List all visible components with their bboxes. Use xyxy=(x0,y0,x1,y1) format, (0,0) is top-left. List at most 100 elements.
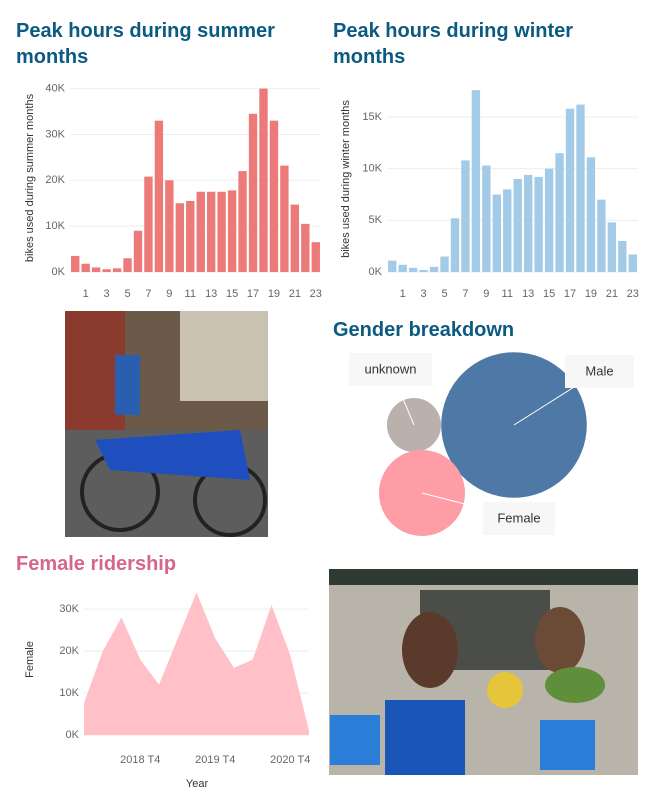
bar xyxy=(269,120,279,273)
bar xyxy=(311,242,320,272)
bar xyxy=(81,263,90,272)
x-tick-label: 9 xyxy=(483,288,489,300)
bar xyxy=(102,269,111,272)
y-axis-label: bikes used during summer months xyxy=(24,93,36,262)
bar xyxy=(503,189,512,272)
bubble-label: unknown xyxy=(364,361,416,376)
chart-title: Peak hours during winter months xyxy=(333,20,574,68)
bar xyxy=(544,168,554,272)
x-axis-label: Year xyxy=(186,778,209,790)
chart-title: Female ridership xyxy=(16,553,177,575)
x-tick-label: 3 xyxy=(421,288,427,300)
bar xyxy=(607,222,617,272)
bar xyxy=(597,199,606,272)
y-tick-label: 10K xyxy=(59,687,79,699)
bar xyxy=(165,180,174,272)
area xyxy=(84,592,309,735)
bar xyxy=(461,160,470,272)
bar xyxy=(513,179,522,272)
bar xyxy=(398,264,407,272)
x-tick-label: 23 xyxy=(310,288,322,300)
x-tick-label: 15 xyxy=(226,288,238,300)
bar xyxy=(301,223,310,272)
bar xyxy=(450,218,460,272)
x-tick-label: 9 xyxy=(166,288,172,300)
bar xyxy=(259,88,268,273)
x-tick-label: 19 xyxy=(585,288,597,300)
y-tick-label: 10K xyxy=(362,163,382,175)
bar xyxy=(388,260,397,272)
bar xyxy=(471,90,481,272)
bar xyxy=(482,165,491,272)
bar xyxy=(618,241,627,272)
bar xyxy=(248,113,258,273)
photo-left xyxy=(65,311,268,537)
bar xyxy=(238,171,247,272)
x-tick-label: 13 xyxy=(522,288,534,300)
y-tick-label: 0K xyxy=(66,729,80,741)
bar xyxy=(112,268,122,272)
x-tick-label: 11 xyxy=(502,288,513,300)
y-tick-label: 10K xyxy=(45,220,65,232)
bar xyxy=(290,204,300,272)
bar xyxy=(628,254,637,272)
x-tick-label: 5 xyxy=(441,288,447,300)
bar xyxy=(524,174,533,272)
x-tick-label: 5 xyxy=(124,288,130,300)
y-tick-label: 0K xyxy=(369,266,383,278)
x-tick-label: 1 xyxy=(400,288,406,300)
bar xyxy=(492,194,501,272)
y-tick-label: 15K xyxy=(362,111,382,123)
bar xyxy=(207,191,216,272)
chart-title: Gender breakdown xyxy=(333,319,515,341)
x-tick-label: 2020 T4 xyxy=(270,754,310,766)
x-tick-label: 7 xyxy=(462,288,468,300)
bar xyxy=(565,108,575,272)
chart-title: Peak hours during summer months xyxy=(16,20,275,68)
bar xyxy=(440,256,449,272)
y-tick-label: 20K xyxy=(45,174,65,186)
bar xyxy=(175,203,184,272)
y-tick-label: 5K xyxy=(369,214,383,226)
x-tick-label: 15 xyxy=(543,288,555,300)
bar xyxy=(91,267,101,272)
y-tick-label: 30K xyxy=(59,603,79,615)
x-tick-label: 21 xyxy=(289,288,301,300)
x-tick-label: 19 xyxy=(268,288,280,300)
x-tick-label: 2018 T4 xyxy=(120,754,160,766)
bar xyxy=(144,176,153,272)
x-tick-label: 13 xyxy=(205,288,217,300)
y-tick-label: 0K xyxy=(52,266,66,278)
bar xyxy=(586,157,596,272)
x-tick-label: 23 xyxy=(627,288,639,300)
bar xyxy=(576,104,585,272)
y-tick-label: 40K xyxy=(45,82,65,94)
photo-right xyxy=(329,569,638,775)
bubble-label: Female xyxy=(497,510,540,525)
y-tick-label: 20K xyxy=(59,645,79,657)
bar xyxy=(534,176,543,272)
bar xyxy=(227,190,237,272)
x-tick-label: 17 xyxy=(247,288,259,300)
bar xyxy=(419,269,428,272)
bar xyxy=(71,255,80,272)
label-box xyxy=(349,353,432,386)
bar xyxy=(217,191,226,272)
y-axis-label: bikes used during winter months xyxy=(340,100,352,258)
y-axis-label: Female xyxy=(24,641,36,678)
bar xyxy=(196,191,205,272)
y-tick-label: 30K xyxy=(45,128,65,140)
bar xyxy=(133,230,143,272)
bar xyxy=(154,120,164,273)
x-tick-label: 17 xyxy=(564,288,576,300)
x-tick-label: 7 xyxy=(145,288,151,300)
x-tick-label: 2019 T4 xyxy=(195,754,235,766)
bubble-label: Male xyxy=(585,363,613,378)
x-tick-label: 3 xyxy=(104,288,110,300)
label-box xyxy=(483,502,555,535)
bar xyxy=(429,266,439,272)
label-box xyxy=(565,355,634,388)
bar xyxy=(555,153,564,272)
